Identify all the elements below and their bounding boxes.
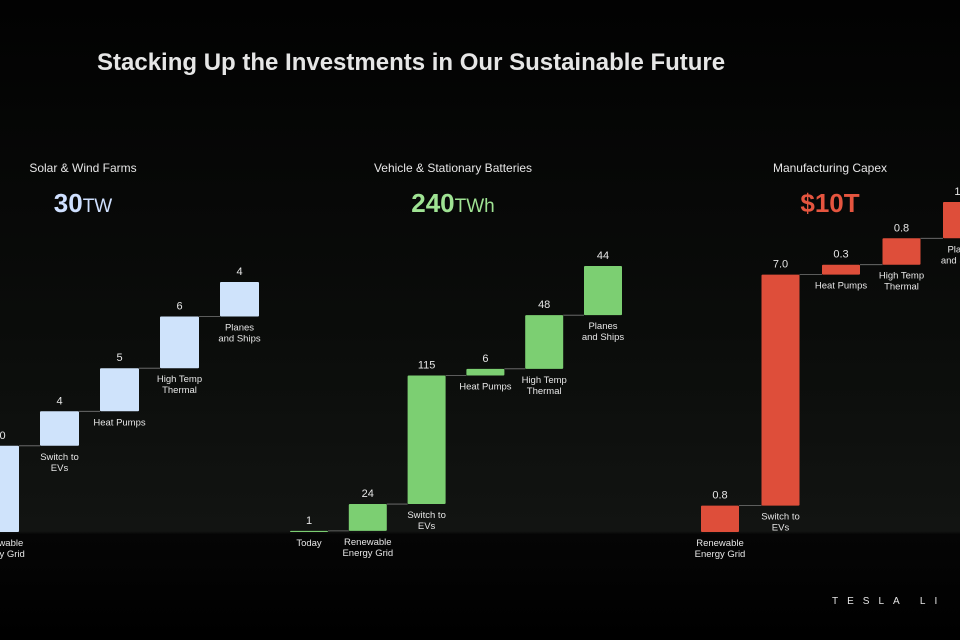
bar: [407, 375, 446, 505]
value-label: 24: [362, 488, 374, 500]
category-label: Today: [296, 538, 322, 549]
category-label: Switch to: [407, 510, 446, 521]
bar: [220, 282, 259, 317]
category-label: Energy Grid: [695, 549, 746, 560]
headline-unit: TW: [83, 196, 113, 217]
headline-value: 240: [411, 188, 454, 218]
bar: [160, 316, 199, 369]
slide-title: Stacking Up the Investments in Our Susta…: [97, 49, 725, 76]
category-label: Energy Grid: [342, 548, 393, 559]
bar: [100, 368, 139, 412]
headline: $10T: [800, 188, 859, 218]
value-label: 7.0: [773, 259, 788, 271]
value-label: 5: [116, 352, 122, 364]
bar: [0, 445, 19, 532]
category-label: Thermal: [527, 386, 562, 397]
bar: [466, 368, 505, 376]
category-label: EVs: [418, 521, 436, 532]
headline-unit: TWh: [455, 196, 495, 217]
category-label: and Ships: [218, 333, 261, 344]
value-label: 1: [306, 515, 312, 527]
value-label: 4: [56, 395, 62, 407]
category-label: Thermal: [884, 282, 919, 293]
bar: [290, 530, 328, 532]
category-label: Heat Pumps: [93, 417, 146, 428]
category-label: and Ships: [582, 332, 625, 343]
category-label: Planes: [588, 321, 617, 332]
category-label: and Ships: [941, 255, 960, 266]
category-label: Thermal: [162, 385, 197, 396]
category-label: Renewable: [0, 538, 23, 549]
category-label: EVs: [51, 463, 69, 474]
bar: [761, 274, 800, 506]
category-label: Renewable: [344, 537, 392, 548]
category-label: Planes: [947, 244, 960, 255]
footer-logo: TESLA LI: [832, 596, 946, 607]
value-label: 4: [236, 266, 242, 278]
bar: [40, 411, 79, 446]
value-label: 0.8: [712, 490, 727, 502]
value-label: 0.3: [833, 249, 848, 261]
category-label: EVs: [772, 523, 790, 534]
chart-title: Manufacturing Capex: [773, 161, 887, 175]
value-label: 48: [538, 299, 550, 311]
category-label: High Temp: [879, 271, 924, 282]
category-label: Heat Pumps: [815, 281, 868, 292]
value-label: 115: [418, 360, 436, 372]
bar: [525, 315, 564, 369]
value-label: 6: [176, 300, 182, 312]
value-label: 6: [482, 353, 488, 365]
bar: [822, 264, 860, 275]
value-label: 44: [597, 250, 609, 262]
category-label: Switch to: [761, 512, 800, 523]
chart-title: Vehicle & Stationary Batteries: [374, 161, 532, 175]
value-label: 10: [0, 430, 6, 442]
bar: [943, 202, 960, 239]
headline: 30TW: [54, 188, 113, 218]
category-label: Energy Grid: [0, 549, 25, 560]
bar: [584, 266, 622, 316]
headline: 240TWh: [411, 188, 495, 218]
value-label: 0.8: [894, 222, 909, 234]
value-label: 1.1: [954, 186, 960, 198]
chart-title: Solar & Wind Farms: [29, 161, 136, 175]
category-label: Heat Pumps: [459, 382, 512, 393]
bar: [882, 238, 921, 265]
category-label: Switch to: [40, 452, 79, 463]
category-label: Renewable: [696, 538, 744, 549]
bar: [701, 505, 739, 532]
headline-value: 30: [54, 188, 83, 218]
category-label: Planes: [225, 322, 254, 333]
bar: [348, 504, 387, 531]
headline-value: $10T: [800, 188, 859, 218]
category-label: High Temp: [522, 375, 567, 386]
category-label: High Temp: [157, 374, 202, 385]
